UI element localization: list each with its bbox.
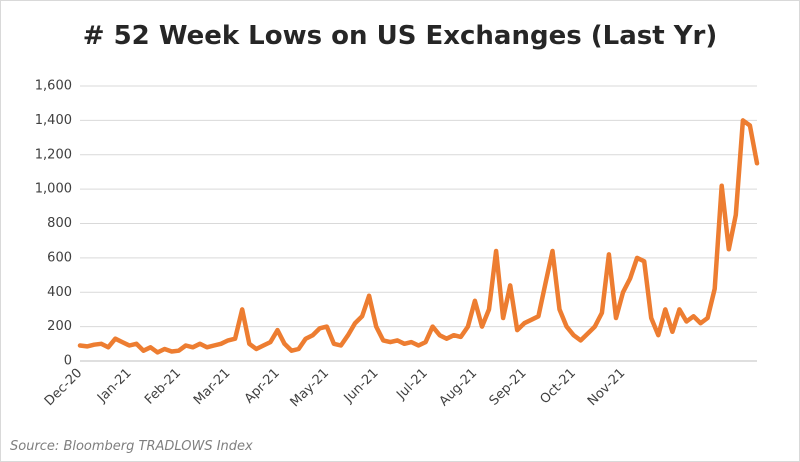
chart-title: # 52 Week Lows on US Exchanges (Last Yr) <box>83 21 718 51</box>
y-tick-label: 1,000 <box>35 182 72 197</box>
y-tick-label: 400 <box>47 285 72 300</box>
data-line <box>77 118 760 355</box>
y-tick-label: 1,200 <box>35 147 72 162</box>
y-tick-label: 200 <box>47 319 72 334</box>
y-tick-label: 800 <box>47 216 72 231</box>
y-tick-label: 600 <box>47 250 72 265</box>
y-tick-label: 1,600 <box>35 79 72 94</box>
y-tick-label: 0 <box>64 354 72 369</box>
y-tick-label: 1,400 <box>35 113 72 128</box>
source-note: Source: Bloomberg TRADLOWS Index <box>10 439 253 454</box>
